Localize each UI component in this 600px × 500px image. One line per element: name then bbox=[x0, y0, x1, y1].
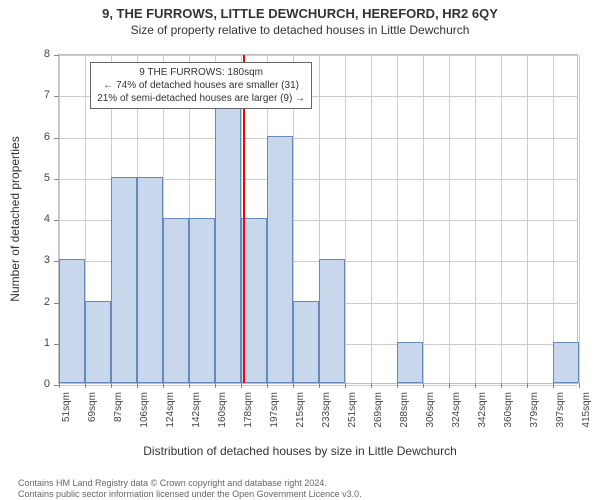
ytick-label: 5 bbox=[30, 172, 50, 184]
xtick-mark bbox=[267, 383, 268, 388]
gridline-v bbox=[449, 55, 450, 383]
xtick-label: 288sqm bbox=[399, 392, 410, 442]
xtick-mark bbox=[111, 383, 112, 388]
plot-background: 9 THE FURROWS: 180sqm← 74% of detached h… bbox=[58, 54, 578, 384]
x-axis-label: Distribution of detached houses by size … bbox=[0, 444, 600, 458]
xtick-label: 415sqm bbox=[581, 392, 592, 442]
chart-title: 9, THE FURROWS, LITTLE DEWCHURCH, HEREFO… bbox=[0, 6, 600, 21]
histogram-bar bbox=[267, 136, 293, 384]
annotation-line-1: 9 THE FURROWS: 180sqm bbox=[97, 66, 305, 79]
gridline-v bbox=[371, 55, 372, 383]
xtick-mark bbox=[319, 383, 320, 388]
gridline-v bbox=[475, 55, 476, 383]
gridline-v bbox=[527, 55, 528, 383]
xtick-mark bbox=[345, 383, 346, 388]
footer: Contains HM Land Registry data © Crown c… bbox=[18, 478, 362, 500]
xtick-mark bbox=[475, 383, 476, 388]
xtick-mark bbox=[189, 383, 190, 388]
plot-area: 9 THE FURROWS: 180sqm← 74% of detached h… bbox=[58, 54, 578, 384]
xtick-mark bbox=[163, 383, 164, 388]
xtick-mark bbox=[449, 383, 450, 388]
histogram-bar bbox=[59, 259, 85, 383]
histogram-bar bbox=[319, 259, 345, 383]
xtick-label: 269sqm bbox=[373, 392, 384, 442]
xtick-label: 197sqm bbox=[269, 392, 280, 442]
gridline-v bbox=[345, 55, 346, 383]
gridline-v bbox=[397, 55, 398, 383]
xtick-label: 160sqm bbox=[217, 392, 228, 442]
xtick-label: 142sqm bbox=[191, 392, 202, 442]
xtick-mark bbox=[371, 383, 372, 388]
ytick-label: 7 bbox=[30, 89, 50, 101]
xtick-label: 306sqm bbox=[425, 392, 436, 442]
ytick-label: 3 bbox=[30, 254, 50, 266]
xtick-mark bbox=[527, 383, 528, 388]
ytick-label: 6 bbox=[30, 131, 50, 143]
xtick-label: 178sqm bbox=[243, 392, 254, 442]
gridline-v bbox=[423, 55, 424, 383]
xtick-mark bbox=[137, 383, 138, 388]
annotation-line-3: 21% of semi-detached houses are larger (… bbox=[97, 92, 305, 105]
histogram-bar bbox=[111, 177, 137, 383]
xtick-mark bbox=[501, 383, 502, 388]
xtick-label: 233sqm bbox=[321, 392, 332, 442]
xtick-label: 51sqm bbox=[61, 392, 72, 442]
footer-line-1: Contains HM Land Registry data © Crown c… bbox=[18, 478, 362, 489]
xtick-mark bbox=[85, 383, 86, 388]
histogram-bar bbox=[137, 177, 163, 383]
histogram-bar bbox=[397, 342, 423, 383]
xtick-mark bbox=[215, 383, 216, 388]
footer-line-2: Contains public sector information licen… bbox=[18, 489, 362, 500]
ytick-label: 8 bbox=[30, 48, 50, 60]
xtick-label: 69sqm bbox=[87, 392, 98, 442]
xtick-label: 87sqm bbox=[113, 392, 124, 442]
xtick-label: 124sqm bbox=[165, 392, 176, 442]
xtick-mark bbox=[59, 383, 60, 388]
gridline-v bbox=[501, 55, 502, 383]
ytick-label: 0 bbox=[30, 378, 50, 390]
xtick-mark bbox=[241, 383, 242, 388]
xtick-label: 324sqm bbox=[451, 392, 462, 442]
xtick-mark bbox=[397, 383, 398, 388]
xtick-label: 379sqm bbox=[529, 392, 540, 442]
xtick-mark bbox=[579, 383, 580, 388]
xtick-label: 215sqm bbox=[295, 392, 306, 442]
gridline-v bbox=[553, 55, 554, 383]
histogram-bar bbox=[215, 94, 241, 383]
annotation-line-2: ← 74% of detached houses are smaller (31… bbox=[97, 79, 305, 92]
xtick-label: 397sqm bbox=[555, 392, 566, 442]
ytick-label: 1 bbox=[30, 337, 50, 349]
histogram-bar bbox=[163, 218, 189, 383]
histogram-bar bbox=[293, 301, 319, 384]
xtick-label: 106sqm bbox=[139, 392, 150, 442]
histogram-bar bbox=[189, 218, 215, 383]
gridline-v bbox=[579, 55, 580, 383]
xtick-mark bbox=[293, 383, 294, 388]
histogram-bar bbox=[553, 342, 579, 383]
xtick-label: 251sqm bbox=[347, 392, 358, 442]
xtick-label: 360sqm bbox=[503, 392, 514, 442]
chart-subtitle: Size of property relative to detached ho… bbox=[0, 23, 600, 37]
ytick-label: 4 bbox=[30, 213, 50, 225]
xtick-label: 342sqm bbox=[477, 392, 488, 442]
xtick-mark bbox=[423, 383, 424, 388]
annotation-box: 9 THE FURROWS: 180sqm← 74% of detached h… bbox=[90, 62, 312, 109]
y-axis-label: Number of detached properties bbox=[8, 136, 22, 301]
histogram-bar bbox=[85, 301, 111, 384]
xtick-mark bbox=[553, 383, 554, 388]
ytick-label: 2 bbox=[30, 296, 50, 308]
